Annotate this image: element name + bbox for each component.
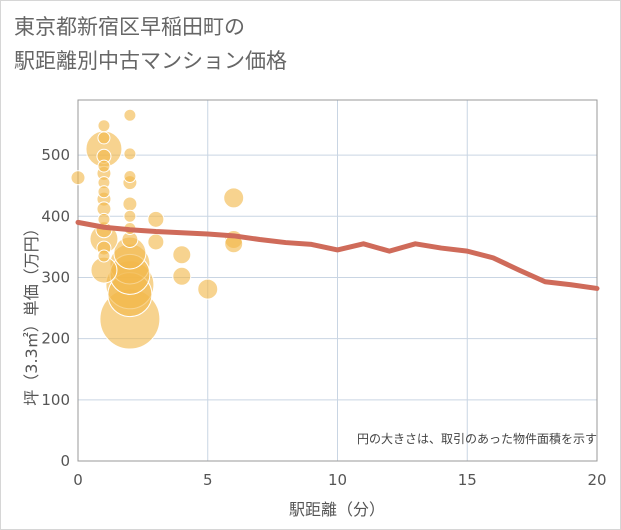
bubble-point [147, 210, 165, 228]
bubble-point [123, 169, 137, 183]
chart-title-line1: 東京都新宿区早稲田町の [14, 15, 245, 39]
y-tick-label: 400 [41, 207, 70, 225]
bubble-point [97, 131, 111, 145]
bubble-point [123, 108, 137, 122]
bubble-point [147, 233, 165, 251]
bubble-point [70, 170, 86, 186]
x-tick-label: 5 [203, 471, 213, 489]
bubble-point [123, 147, 137, 161]
y-tick-label: 500 [41, 146, 70, 164]
y-tick-label: 0 [60, 452, 70, 470]
trend-line [75, 219, 600, 291]
chart-title-line2: 駅距離別中古マンション価格 [14, 49, 287, 73]
bubble-point [97, 119, 111, 133]
y-axis-label: 坪（3.3㎡）単価（万円） [22, 220, 41, 405]
x-tick-label: 0 [73, 471, 83, 489]
x-tick-label: 20 [587, 471, 606, 489]
bubble-point [172, 245, 192, 265]
bubble-point [223, 187, 245, 209]
x-tick-label: 15 [458, 471, 477, 489]
bubble-point [122, 196, 138, 212]
y-tick-label: 300 [41, 268, 70, 286]
grid-lines [78, 100, 598, 461]
x-axis-label: 駅距離（分） [289, 500, 385, 519]
bubble-point [172, 266, 192, 286]
bubble-point [197, 278, 219, 300]
y-tick-label: 100 [41, 391, 70, 409]
bubble-point [97, 185, 111, 199]
y-tick-label: 200 [41, 330, 70, 348]
bubble-size-note: 円の大きさは、取引のあった物件面積を示す [357, 431, 597, 446]
x-tick-label: 10 [328, 471, 347, 489]
bubble-point [123, 209, 137, 223]
chart-title: 東京都新宿区早稲田町の 駅距離別中古マンション価格 [14, 10, 287, 78]
bubble-point [97, 249, 111, 263]
bubble-point [97, 159, 111, 173]
plot-area-border [77, 99, 598, 462]
trend-line-series [75, 219, 600, 291]
bubble-point [97, 212, 111, 226]
